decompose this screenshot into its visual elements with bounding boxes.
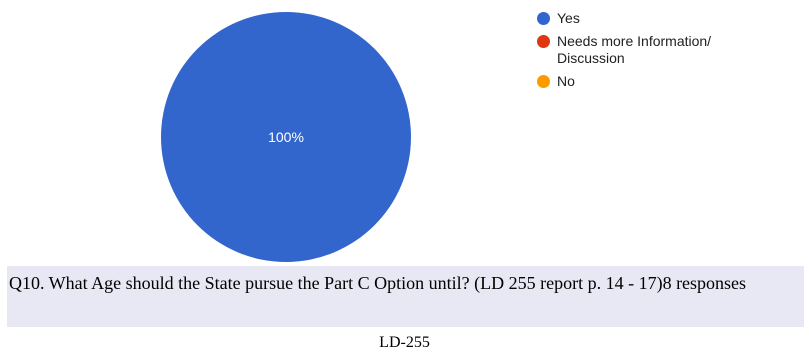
legend-label-needs-more-information: Needs more Information/ Discussion bbox=[557, 33, 712, 66]
legend-item-yes[interactable]: Yes bbox=[537, 10, 747, 27]
pie-slices bbox=[161, 12, 411, 262]
legend-label-yes: Yes bbox=[557, 10, 580, 26]
legend-label-no: No bbox=[557, 73, 575, 89]
footer-label: LD-255 bbox=[379, 334, 430, 351]
pie-slice-yes-label: 100% bbox=[268, 129, 304, 145]
legend-item-needs-more-information[interactable]: Needs more Information/ Discussion bbox=[537, 33, 747, 67]
question-band: Q10. What Age should the State pursue th… bbox=[7, 266, 804, 327]
question-text: Q10. What Age should the State pursue th… bbox=[9, 273, 747, 293]
legend-item-no[interactable]: No bbox=[537, 73, 747, 90]
pie-chart: 100% bbox=[161, 12, 411, 262]
legend-swatch-needs-more-information bbox=[537, 35, 550, 48]
legend-swatch-yes bbox=[537, 12, 550, 25]
legend-swatch-no bbox=[537, 75, 550, 88]
pie-slice-yes[interactable] bbox=[161, 12, 411, 262]
chart-legend: Yes Needs more Information/ Discussion N… bbox=[537, 10, 747, 96]
chart-panel: 100% Yes Needs more Information/ Discuss… bbox=[9, 0, 804, 265]
pie-labels: 100% bbox=[268, 129, 304, 145]
